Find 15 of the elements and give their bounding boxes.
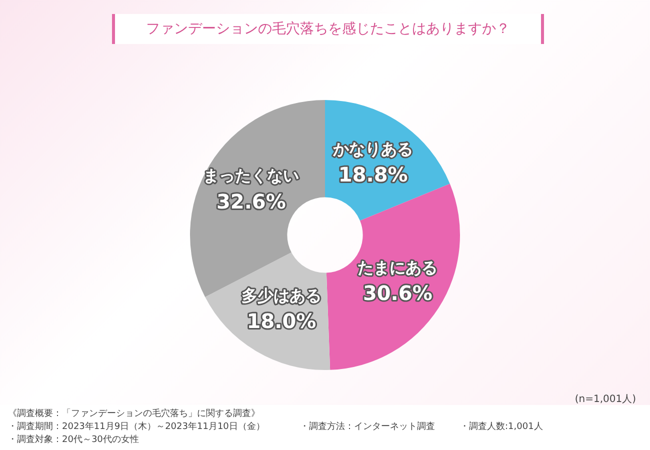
data-label: 18.0% [246, 308, 316, 333]
slice-label: まったくない [203, 166, 300, 186]
slice-label: かなりある [332, 139, 414, 158]
text: ・調査方法：インターネット調査 [300, 420, 435, 433]
text: ・調査人数:1,001人 [460, 420, 543, 433]
chart-title: ファンデーションの毛穴落ちを感じたことはありますか？ [112, 14, 544, 44]
text: (n=1,001人) [574, 393, 636, 406]
text: ・調査対象：20代～30代の女性 [8, 434, 139, 446]
data-label: 32.6% [216, 189, 286, 214]
text: ・調査期間：2023年11月9日（木）～2023年11月10日（金） [8, 420, 265, 433]
slice-label: たまにある [358, 258, 438, 277]
data-label: 30.6% [362, 280, 432, 305]
text: 《調査概要：「ファンデーションの毛穴落ち」に関する調査》 [8, 408, 260, 420]
data-label: 18.8% [338, 162, 408, 186]
slice-label: 多少はある [241, 286, 322, 305]
